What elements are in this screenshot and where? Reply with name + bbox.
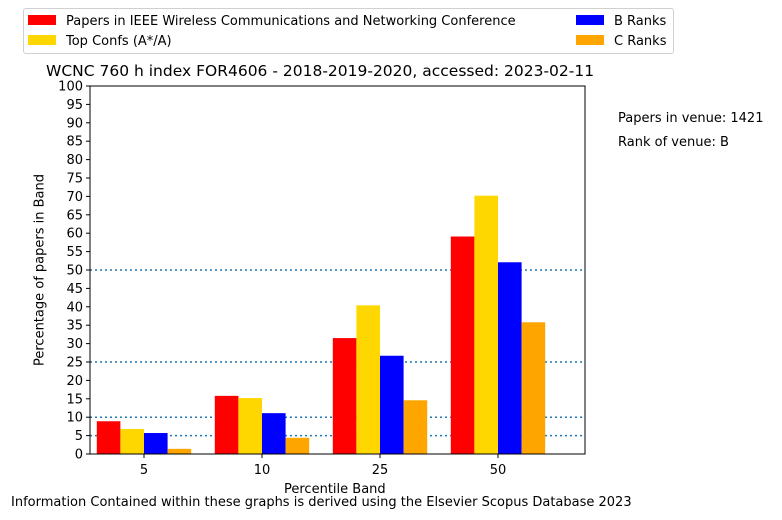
bar-series1-cat-10	[238, 398, 262, 454]
bar-series1-cat-25	[356, 305, 380, 454]
y-tick-label-15: 15	[66, 392, 83, 407]
bar-series3-cat-10	[285, 437, 310, 454]
legend-label-top-confs: Top Confs (A*/A)	[66, 34, 172, 49]
y-axis: 0 5 10 15 20 25 30 35 40 45 50 55 60 65 70 75 80 85 90 95 10…	[58, 80, 90, 463]
legend-swatch-c-ranks	[576, 35, 604, 45]
x-tick-label-50: 50	[490, 463, 507, 478]
legend-item-b-ranks: B Ranks	[576, 14, 666, 30]
bar-series0-cat-50	[450, 236, 475, 454]
x-tick-label-10: 10	[254, 463, 271, 478]
x-axis: 5 10 25 50	[140, 454, 506, 478]
y-tick-label-50: 50	[66, 264, 83, 279]
y-tick-label-35: 35	[66, 319, 83, 334]
y-tick-label-75: 75	[66, 172, 83, 187]
y-tick-label-70: 70	[66, 190, 83, 205]
y-tick-label-65: 65	[66, 208, 83, 223]
bar-series3-cat-5	[167, 448, 192, 454]
y-tick-label-100: 100	[58, 80, 83, 95]
legend-item-c-ranks: C Ranks	[576, 34, 666, 50]
y-tick-label-55: 55	[66, 245, 83, 260]
legend-item-papers: Papers in IEEE Wireless Communications a…	[28, 14, 516, 30]
legend: Papers in IEEE Wireless Communications a…	[23, 8, 674, 54]
legend-swatch-b-ranks	[576, 15, 604, 25]
y-tick-label-85: 85	[66, 135, 83, 150]
footer-source-text: Information Contained within these graph…	[11, 495, 632, 510]
bar-series3-cat-50	[521, 322, 546, 454]
bar-series0-cat-25	[332, 338, 357, 454]
y-tick-label-0: 0	[75, 448, 83, 463]
legend-label-b-ranks: B Ranks	[614, 14, 667, 29]
x-axis-title: Percentile Band	[284, 482, 386, 497]
legend-item-top-confs: Top Confs (A*/A)	[28, 34, 172, 50]
y-tick-label-20: 20	[66, 374, 83, 389]
y-tick-label-10: 10	[66, 411, 83, 426]
legend-swatch-papers	[28, 15, 56, 25]
bar-series2-cat-10	[262, 413, 286, 454]
bar-series2-cat-5	[144, 433, 168, 454]
y-tick-label-25: 25	[66, 356, 83, 371]
bars	[96, 195, 546, 454]
y-tick-label-90: 90	[66, 116, 83, 131]
y-tick-label-5: 5	[75, 429, 83, 444]
bar-series0-cat-10	[214, 395, 239, 454]
bar-series3-cat-25	[403, 400, 428, 454]
x-tick-label-25: 25	[372, 463, 389, 478]
bar-series2-cat-50	[498, 262, 522, 454]
bar-series1-cat-50	[474, 195, 498, 454]
y-tick-label-40: 40	[66, 300, 83, 315]
legend-label-papers: Papers in IEEE Wireless Communications a…	[66, 14, 516, 29]
rank-of-venue-text: Rank of venue: B	[618, 135, 729, 150]
legend-swatch-top-confs	[28, 35, 56, 45]
y-tick-label-60: 60	[66, 227, 83, 242]
y-tick-label-95: 95	[66, 98, 83, 113]
y-tick-label-45: 45	[66, 282, 83, 297]
x-tick-label-5: 5	[140, 463, 148, 478]
y-tick-label-30: 30	[66, 337, 83, 352]
papers-in-venue-text: Papers in venue: 1421	[618, 111, 764, 126]
bar-series1-cat-5	[120, 428, 144, 454]
legend-label-c-ranks: C Ranks	[614, 34, 667, 49]
bar-series2-cat-25	[380, 355, 404, 454]
chart-title: WCNC 760 h index FOR4606 - 2018-2019-202…	[46, 62, 595, 80]
y-tick-label-80: 80	[66, 153, 83, 168]
y-axis-title: Percentage of papers in Band	[32, 173, 48, 367]
bar-series0-cat-5	[96, 421, 121, 454]
